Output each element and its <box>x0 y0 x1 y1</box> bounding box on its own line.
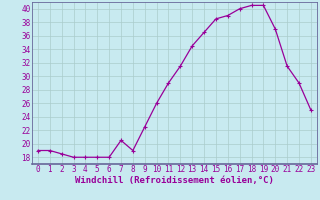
X-axis label: Windchill (Refroidissement éolien,°C): Windchill (Refroidissement éolien,°C) <box>75 176 274 185</box>
